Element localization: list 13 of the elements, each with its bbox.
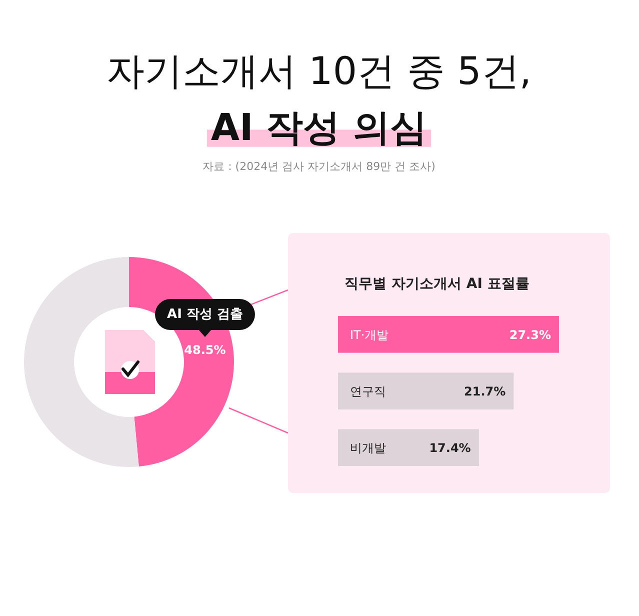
text: 자기소개서 10건 중 5건,	[106, 49, 532, 93]
y-tick-label: IT·개발	[350, 328, 389, 342]
text: 자료 : (2024년 검사 자기소개서 89만 건 조사)	[202, 160, 436, 173]
data-label: 48.5%	[184, 343, 226, 357]
text: AI 작성 의심	[210, 106, 428, 149]
data-label: 21.7%	[464, 384, 506, 398]
chart-title: 직무별 자기소개서 AI 표절률	[344, 276, 530, 292]
donut-slice	[24, 257, 139, 467]
y-tick-label: 비개발	[350, 441, 386, 456]
y-tick-label: 연구직	[350, 384, 386, 398]
data-label: 27.3%	[509, 328, 551, 342]
data-label: 17.4%	[429, 441, 471, 456]
slice-label: AI 작성 검출	[167, 307, 243, 322]
